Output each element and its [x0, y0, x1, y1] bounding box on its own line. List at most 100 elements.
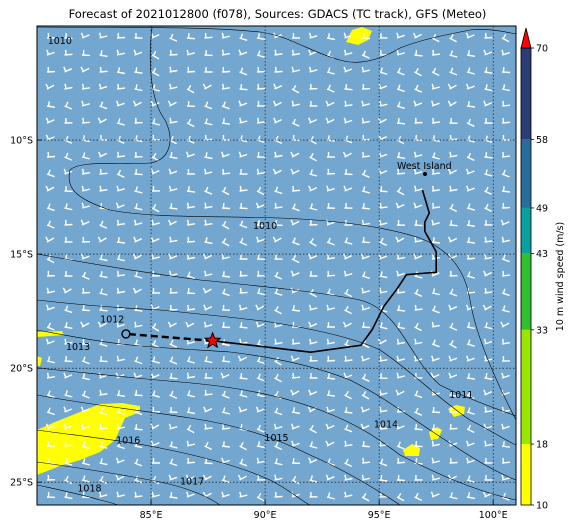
wind-barb: [237, 474, 247, 481]
wind-barb: [378, 83, 388, 90]
wind-barb: [361, 100, 370, 107]
wind-barb: [449, 67, 458, 76]
wind-barb: [396, 186, 405, 196]
wind-barb: [484, 406, 493, 413]
wind-barb: [237, 355, 247, 362]
wind-barb: [448, 355, 458, 362]
wind-barb: [64, 356, 73, 363]
wind-barb: [274, 220, 283, 226]
wind-barb: [361, 441, 371, 448]
wind-barb: [116, 321, 125, 328]
wind-barb: [203, 406, 213, 413]
wind-barb: [396, 253, 406, 260]
wind-barb: [64, 236, 73, 243]
wind-barb: [449, 33, 457, 43]
lon-tick-label: 95°E: [368, 510, 391, 521]
wind-barb: [256, 236, 265, 243]
wind-barb: [344, 407, 353, 414]
wind-barb: [466, 457, 475, 464]
wind-barb: [46, 32, 56, 39]
wind-barb: [379, 406, 388, 413]
wind-barb: [414, 492, 423, 502]
wind-barb: [448, 304, 458, 311]
wind-barb: [186, 271, 195, 279]
wind-barb: [134, 356, 143, 365]
wind-barb: [466, 152, 475, 161]
wind-barb: [99, 168, 108, 175]
wind-barb: [185, 151, 195, 158]
wind-barb: [484, 253, 493, 260]
wind-barb: [484, 84, 493, 92]
wind-barb: [290, 355, 300, 362]
wind-barb: [501, 288, 510, 297]
wind-barb: [221, 407, 230, 415]
wind-barb: [379, 271, 388, 279]
wind-barb: [465, 304, 475, 311]
map-axes: 85°E 90°E 95°E 100°E 10°S 15°S 20°S 25°S: [10, 136, 508, 521]
wind-barb: [64, 203, 73, 211]
wind-barb: [204, 32, 213, 39]
wind-barb: [132, 287, 142, 294]
wind-barb: [309, 238, 317, 247]
wind-barb: [274, 66, 283, 73]
wind-barb: [256, 441, 266, 449]
wind-barb: [239, 270, 248, 277]
wind-barb: [99, 475, 108, 485]
wind-barb: [501, 474, 510, 481]
wind-barb: [64, 440, 73, 447]
wind-barb: [344, 100, 353, 107]
wind-barb: [64, 475, 73, 485]
wind-barb: [169, 458, 178, 467]
wind-barb: [326, 33, 336, 41]
wind-barb: [239, 203, 248, 210]
wind-barb: [64, 219, 73, 226]
wind-barb: [238, 100, 248, 107]
isobar-label: 1015: [264, 433, 288, 444]
wind-barb: [221, 49, 231, 56]
wind-barb: [325, 423, 335, 430]
wind-barb: [134, 271, 143, 279]
wind-barb: [256, 270, 266, 277]
wind-barb: [151, 253, 160, 260]
wind-barb: [221, 118, 231, 125]
wind-barb: [501, 457, 511, 464]
wind-barb: [46, 151, 56, 158]
isobar-label: 1011: [449, 390, 473, 401]
wind-barb: [115, 457, 125, 464]
wind-barb: [203, 304, 213, 311]
wind-barb: [343, 117, 353, 124]
wind-barb: [290, 389, 300, 396]
wind-barb: [344, 474, 353, 481]
wind-barb: [81, 236, 91, 243]
map-area: 1010 1010 1011 1012 1013 1014 1015 1016 1017 1018…: [37, 26, 516, 505]
wind-barb: [46, 101, 56, 108]
wind-barb: [501, 202, 511, 209]
wind-barb: [377, 117, 387, 124]
wind-barb: [309, 338, 318, 345]
wind-barb: [134, 67, 143, 74]
wind-barb: [46, 474, 56, 481]
wind-barb: [308, 185, 318, 192]
wind-barb: [151, 186, 161, 192]
wind-barb: [449, 220, 458, 227]
wind-barb: [484, 152, 493, 159]
forecast-end-marker: [121, 329, 131, 339]
wind-barb: [326, 492, 335, 500]
isobar-1012: [37, 299, 516, 446]
wind-barb: [466, 50, 476, 57]
wind-barb: [449, 340, 457, 349]
wind-barb: [169, 152, 178, 159]
wind-barb: [239, 458, 248, 467]
wind-barb: [186, 186, 195, 193]
wind-barb: [466, 101, 475, 108]
wind-barb: [45, 423, 55, 430]
wind-barb: [466, 339, 475, 347]
wind-barb: [291, 66, 300, 73]
wind-barb: [325, 474, 335, 481]
wind-barb: [81, 117, 91, 124]
wind-barb: [221, 151, 230, 158]
wind-barb: [64, 83, 73, 90]
wind-barb: [325, 117, 335, 124]
wind-barb: [344, 491, 353, 498]
map-title: Forecast of 2021012800 (f078), Sources: …: [68, 7, 487, 21]
